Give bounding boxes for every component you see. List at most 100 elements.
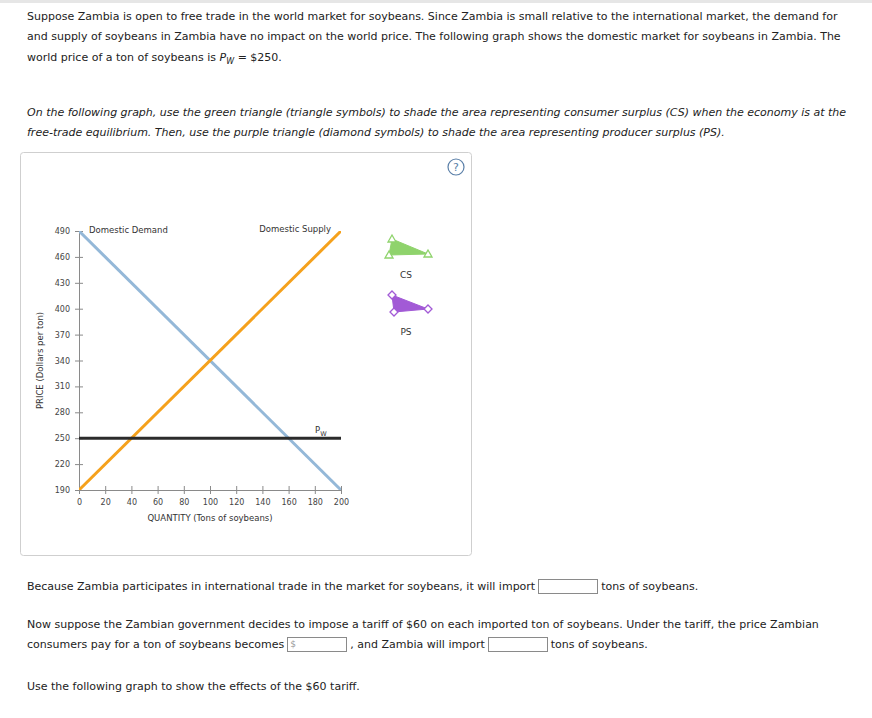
y-tick-mark — [75, 335, 83, 336]
x-tick-mark — [262, 486, 263, 494]
text-line: free-trade equilibrium. Then, use the pu… — [27, 125, 725, 141]
help-text[interactable]: ? — [453, 161, 459, 174]
text-line: On the following graph, use the green tr… — [27, 105, 846, 121]
ps-tool[interactable]: PS — [388, 291, 432, 337]
tool-label[interactable]: PS — [400, 327, 411, 337]
plot-lines — [79, 231, 341, 490]
y-axis-title: PRICE (Dollars per ton) — [35, 312, 45, 409]
x-tick: 140 — [255, 486, 270, 507]
cs-tool[interactable]: CS — [385, 235, 432, 280]
instruction-text: free-trade equilibrium. Then, use the pu… — [27, 126, 725, 139]
series-label: PW — [315, 425, 327, 438]
y-axis: 190 220 250 280 310 340 370 400 430 460 490 — [55, 227, 83, 495]
series-line — [79, 231, 341, 490]
instruction-text: On the following graph, use the green tr… — [27, 106, 846, 119]
y-tick-label: 490 — [55, 227, 70, 236]
x-tick-label: 200 — [334, 498, 349, 507]
tool-label[interactable]: CS — [400, 270, 412, 280]
import-box[interactable] — [538, 579, 598, 594]
y-tick-label: 280 — [55, 408, 70, 417]
x-tick: 60 — [153, 486, 163, 507]
y-tick-mark — [75, 412, 83, 413]
x-tick-label: 160 — [281, 498, 296, 507]
y-tick: 430 — [55, 279, 83, 288]
y-tick: 340 — [55, 357, 83, 366]
import-box[interactable] — [488, 637, 548, 652]
price-box[interactable]: $ — [287, 637, 347, 652]
y-tick-label: 400 — [55, 305, 70, 314]
text-line: Now suppose the Zambian government decid… — [27, 617, 819, 633]
y-tick-label: 340 — [55, 357, 70, 366]
y-tick: 310 — [55, 382, 83, 391]
x-tick-mark — [105, 486, 106, 494]
text-line: Because Zambia participates in internati… — [27, 579, 698, 595]
text-line: Use the following graph to show the effe… — [27, 679, 360, 695]
paragraph-text: world price of a ton of soybeans is — [27, 51, 216, 64]
y-tick-label: 250 — [55, 434, 70, 443]
x-tick-label: 180 — [308, 498, 323, 507]
y-tick-mark — [75, 283, 83, 284]
x-tick: 100 — [203, 486, 218, 507]
x-tick-mark — [341, 486, 342, 494]
x-tick-label: 60 — [153, 498, 163, 507]
x-tick-mark — [289, 486, 290, 494]
y-tick: 370 — [55, 331, 83, 340]
y-tick: 190 — [55, 486, 83, 495]
tool-marker[interactable] — [385, 251, 393, 258]
x-tick: 160 — [281, 486, 296, 507]
x-tick-label: 140 — [255, 498, 270, 507]
price-text: = $250. — [238, 51, 282, 64]
help-button[interactable]: ? — [448, 159, 464, 175]
series-line — [79, 437, 341, 440]
y-tick-label: 310 — [55, 382, 70, 391]
series-label: Domestic Supply — [259, 224, 331, 234]
panel-frame — [21, 153, 472, 556]
x-tick: 20 — [101, 486, 111, 507]
y-tick-label: 190 — [55, 486, 70, 495]
tool-marker[interactable] — [388, 235, 396, 242]
x-tick-label: 80 — [179, 498, 189, 507]
question-text: Use the following graph to show the effe… — [27, 680, 360, 693]
x-tick-mark — [236, 486, 237, 494]
x-tick: 120 — [229, 486, 244, 507]
y-tick: 280 — [55, 408, 83, 417]
y-tick-mark — [75, 386, 83, 387]
text-line: world price of a ton of soybeans is PW =… — [27, 50, 282, 70]
question-text: Now suppose the Zambian government decid… — [27, 618, 819, 631]
y-tick: 460 — [55, 253, 83, 262]
x-tick-mark — [158, 486, 159, 494]
help-circle[interactable] — [448, 159, 464, 175]
y-tick: 250 — [55, 434, 83, 443]
tool-marker[interactable] — [424, 305, 432, 313]
x-tick-mark — [184, 486, 185, 494]
text-line: consumers pay for a ton of soybeans beco… — [27, 637, 648, 653]
question-text: tons of soybeans. — [601, 580, 698, 593]
x-tick-mark — [131, 486, 132, 494]
y-tick: 490 — [55, 227, 83, 236]
x-tick: 40 — [127, 486, 137, 507]
y-tick: 220 — [55, 460, 83, 469]
paragraph-text: Suppose Zambia is open to free trade in … — [27, 10, 837, 23]
x-tick-label: 40 — [127, 498, 137, 507]
y-tick-mark — [75, 257, 83, 258]
x-tick: 180 — [308, 486, 323, 507]
y-tick-label: 460 — [55, 253, 70, 262]
x-axis-title: QUANTITY (Tons of soybeans) — [147, 513, 272, 523]
tool-marker[interactable] — [388, 291, 396, 299]
y-tick-mark — [75, 309, 83, 310]
x-tick: 80 — [179, 486, 189, 507]
y-tick-mark — [75, 361, 83, 362]
paragraph-text: and supply of soybeans in Zambia have no… — [27, 30, 841, 43]
x-tick: 200 — [334, 486, 349, 507]
top-bar — [0, 0, 872, 3]
tool-marker[interactable] — [390, 308, 398, 316]
text-line: and supply of soybeans in Zambia have no… — [27, 29, 841, 45]
x-tick-mark — [315, 486, 316, 494]
text-line: Suppose Zambia is open to free trade in … — [27, 9, 837, 25]
x-tick-label: 100 — [203, 498, 218, 507]
x-axis: 020406080100120140160180200 — [77, 486, 349, 507]
price-symbol: PW — [220, 51, 235, 64]
question-text: consumers pay for a ton of soybeans beco… — [27, 638, 284, 651]
tool-shape[interactable] — [392, 295, 428, 312]
tool-marker[interactable] — [424, 250, 432, 257]
